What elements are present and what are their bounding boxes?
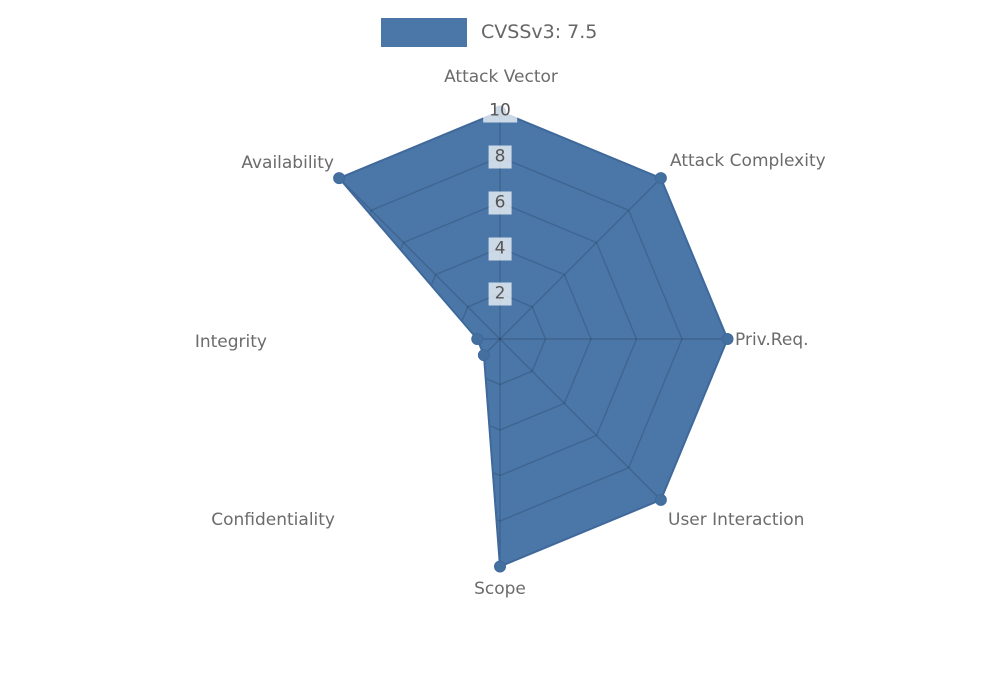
tick-label-10: 10 <box>483 99 517 123</box>
legend-swatch <box>381 18 467 47</box>
axis-label-priv-req: Priv.Req. <box>735 329 809 350</box>
axis-label-availability: Availability <box>241 152 334 173</box>
legend-item-cvssv3[interactable]: CVSSv3: 7.5 <box>381 18 597 47</box>
tick-label-6: 6 <box>488 191 512 215</box>
tick-label-4: 4 <box>488 237 512 261</box>
axis-label-confidentiality: Confidentiality <box>211 509 335 530</box>
tick-label-8: 8 <box>488 145 512 169</box>
axis-label-scope: Scope <box>474 578 526 599</box>
legend-label: CVSSv3: 7.5 <box>481 21 598 43</box>
axis-label-attack-complexity: Attack Complexity <box>670 150 826 171</box>
axis-label-integrity: Integrity <box>194 331 267 352</box>
axis-label-user-interaction: User Interaction <box>668 509 805 530</box>
axis-label-attack-vector: Attack Vector <box>444 66 558 87</box>
tick-label-2: 2 <box>488 282 512 306</box>
